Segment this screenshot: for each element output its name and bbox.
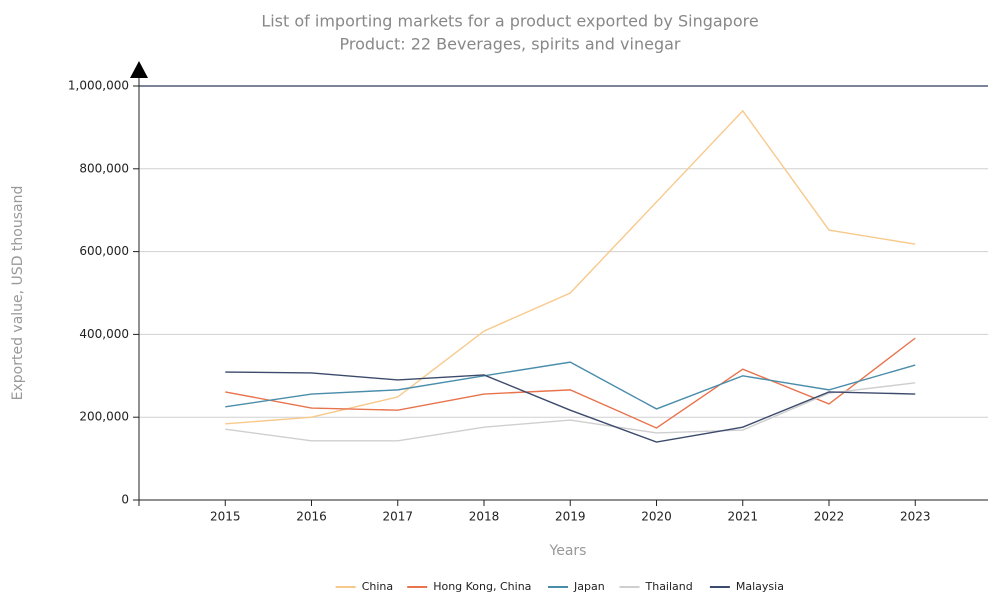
series-line: [225, 382, 916, 442]
x-tick-label: 2017: [382, 510, 413, 524]
series-lines: [225, 109, 916, 443]
x-tick-label: 2023: [900, 510, 931, 524]
chart-title: List of importing markets for a product …: [261, 12, 758, 31]
grid: [133, 85, 988, 506]
legend-label: Malaysia: [736, 580, 784, 593]
x-tick-label: 2015: [210, 510, 241, 524]
series-line: [225, 371, 916, 443]
y-axis-label: Exported value, USD thousand: [10, 186, 26, 401]
y-tick-label: 400,000: [79, 327, 129, 341]
y-tick-label: 200,000: [79, 410, 129, 424]
chart-subtitle: Product: 22 Beverages, spirits and vineg…: [340, 35, 681, 54]
x-tick-label: 2019: [555, 510, 586, 524]
series-line: [225, 337, 916, 429]
legend-label: China: [362, 580, 393, 593]
x-tick-label: 2021: [727, 510, 758, 524]
x-tick-label: 2018: [469, 510, 500, 524]
y-tick-label: 1,000,000: [68, 79, 129, 93]
x-axis-label: Years: [549, 543, 587, 559]
y-tick-label: 600,000: [79, 244, 129, 258]
x-tick-label: 2016: [296, 510, 327, 524]
series-line: [225, 109, 916, 425]
y-axis-arrow: [130, 61, 148, 78]
legend-label: Thailand: [645, 580, 693, 593]
x-tick-label: 2022: [814, 510, 845, 524]
y-tick-label: 800,000: [79, 161, 129, 175]
series-line: [225, 361, 916, 410]
legend-label: Hong Kong, China: [433, 580, 531, 593]
y-tick-label: 0: [121, 493, 129, 507]
legend-label: Japan: [573, 580, 605, 593]
x-tick-label: 2020: [641, 510, 672, 524]
